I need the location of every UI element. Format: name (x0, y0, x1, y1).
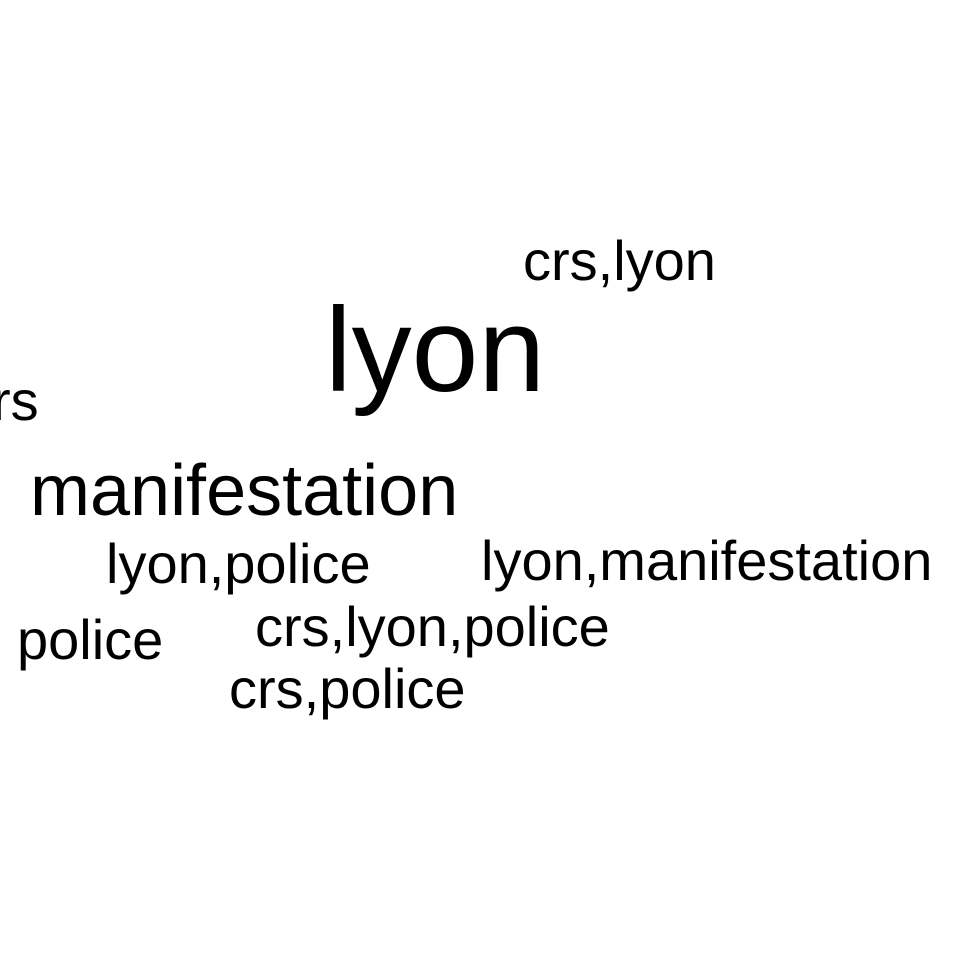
word-crs-lyon-police: crs,lyon,police (255, 595, 610, 658)
word-lyon-police: lyon,police (106, 532, 371, 595)
word-crs-police: crs,police (229, 657, 466, 720)
word-lyon: lyon (325, 283, 546, 417)
word-manifestation: manifestation (30, 451, 459, 531)
word-police: police (17, 608, 164, 671)
word-lyon-manifestation: lyon,manifestation (481, 529, 933, 592)
word-crs: crs (0, 369, 39, 432)
word-crs-lyon: crs,lyon (523, 229, 716, 292)
